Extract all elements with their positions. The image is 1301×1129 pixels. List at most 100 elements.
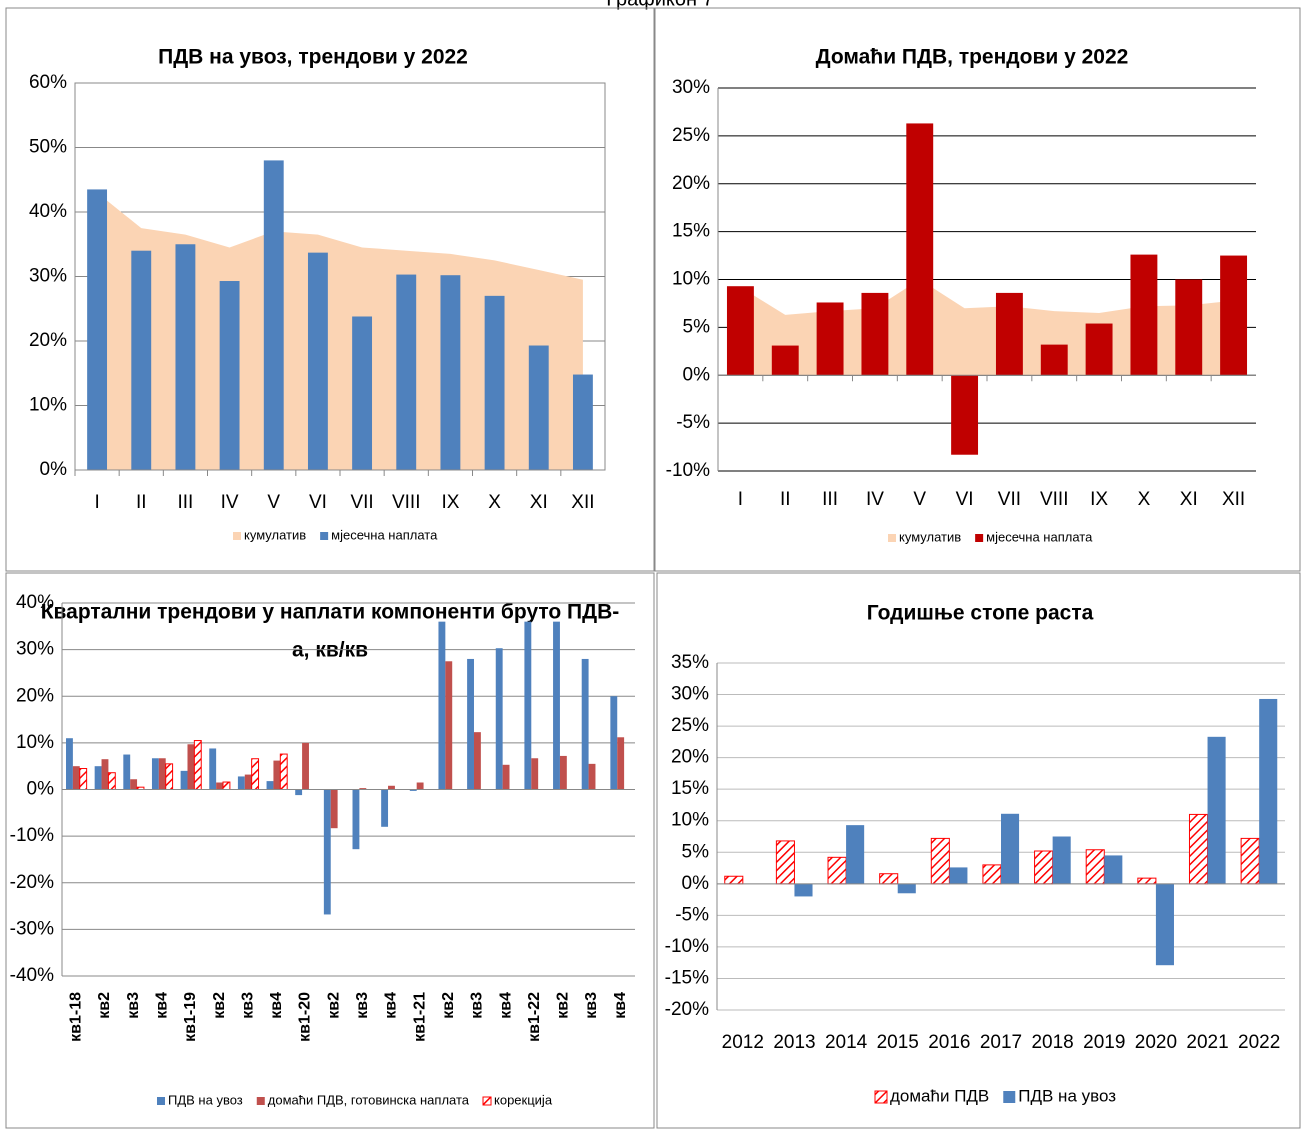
bar [794, 883, 813, 897]
y-tick-label: 20% [671, 747, 709, 768]
legend-label: мјесечна наплата [331, 527, 438, 542]
y-tick-label: 10% [671, 810, 709, 831]
legend-label: ПДВ на увоз [168, 1092, 243, 1107]
legend-label: кумулатив [244, 527, 306, 542]
panel [656, 572, 1301, 1129]
bar [1155, 883, 1174, 966]
bar [295, 789, 303, 796]
legend-label: кумулатив [899, 529, 961, 544]
bar [352, 789, 360, 850]
bar [1085, 849, 1105, 885]
y-tick-label: 10% [29, 395, 67, 416]
legend-swatch [888, 534, 896, 542]
y-tick-label: -5% [675, 904, 709, 925]
y-tick-label: -10% [665, 936, 709, 957]
x-tick-label: IV [221, 492, 239, 513]
bar [581, 658, 589, 790]
x-tick-label: III [177, 492, 193, 513]
x-tick-label: I [94, 492, 99, 513]
y-tick-label: 15% [671, 778, 709, 799]
bar [216, 782, 224, 790]
legend-swatch [320, 532, 329, 540]
y-tick-label: 40% [29, 201, 67, 222]
x-tick-label: кв4 [612, 992, 629, 1019]
bar [107, 772, 116, 791]
x-tick-label: X [488, 492, 501, 513]
legend-label: мјесечна наплата [986, 529, 1093, 544]
bar [222, 781, 231, 790]
bar [473, 732, 481, 790]
bar [726, 286, 754, 376]
bar [131, 250, 152, 470]
x-tick-label: IX [1090, 489, 1108, 510]
x-tick-label: XI [530, 492, 548, 513]
y-tick-label: 20% [16, 685, 54, 706]
y-tick-label: -5% [676, 412, 710, 433]
bar [330, 789, 338, 829]
bar [1240, 837, 1260, 885]
bar [302, 742, 309, 790]
y-tick-label: -15% [665, 967, 709, 988]
bar [279, 753, 288, 791]
x-tick-label: 2015 [877, 1032, 919, 1053]
y-tick-label: 40% [16, 592, 54, 613]
x-tick-label: кв2 [96, 992, 113, 1019]
y-tick-label: 0% [40, 459, 68, 480]
bar [263, 160, 284, 470]
x-tick-label: 2014 [825, 1032, 868, 1053]
chart-title: Квартални трендови у наплати компоненти … [41, 601, 620, 624]
y-tick-label: 30% [16, 639, 54, 660]
y-tick-label: 5% [683, 316, 711, 337]
x-tick-label: II [780, 489, 791, 510]
y-tick-label: 35% [671, 652, 709, 673]
bar [995, 292, 1023, 376]
bar [949, 867, 968, 884]
heading: Графикон 7 [606, 0, 713, 10]
bar [381, 789, 389, 827]
x-tick-label: кв3 [469, 992, 486, 1019]
y-tick-label: 30% [672, 77, 710, 98]
bar [528, 345, 549, 470]
x-tick-label: кв2 [325, 992, 342, 1019]
bar [771, 345, 799, 376]
x-tick-label: кв3 [125, 992, 142, 1019]
y-tick-label: 25% [672, 125, 710, 146]
x-tick-label: IV [866, 489, 884, 510]
legend-swatch [1003, 1091, 1016, 1103]
bar [219, 281, 240, 470]
bar [1175, 279, 1203, 376]
bar [1137, 877, 1157, 885]
x-tick-label: кв4 [497, 992, 514, 1019]
x-tick-label: кв4 [153, 992, 170, 1019]
y-tick-label: 0% [27, 779, 55, 800]
bar [502, 764, 510, 790]
bar [553, 621, 560, 790]
y-tick-label: 30% [671, 684, 709, 705]
x-tick-label: кв1-18 [68, 992, 85, 1042]
bar [617, 737, 625, 790]
bar [897, 883, 916, 894]
bar [467, 658, 474, 790]
bar [130, 779, 138, 790]
bar [1052, 836, 1071, 884]
x-tick-label: V [267, 492, 280, 513]
x-tick-label: кв1-22 [526, 992, 543, 1042]
x-tick-label: VIII [1040, 489, 1069, 510]
x-tick-label: 2021 [1186, 1032, 1228, 1053]
x-tick-label: 2019 [1083, 1032, 1125, 1053]
y-tick-label: 10% [16, 732, 54, 753]
x-tick-label: 2017 [980, 1032, 1022, 1053]
y-tick-label: -30% [10, 918, 54, 939]
x-tick-label: VI [956, 489, 974, 510]
bar [1085, 323, 1113, 376]
bar [187, 744, 195, 790]
x-tick-label: VII [998, 489, 1021, 510]
y-tick-label: 10% [672, 269, 710, 290]
bar [266, 781, 274, 790]
panel [5, 572, 655, 1129]
bar [724, 875, 744, 885]
y-tick-label: 5% [682, 841, 710, 862]
bar [352, 316, 373, 470]
bar [416, 782, 424, 790]
